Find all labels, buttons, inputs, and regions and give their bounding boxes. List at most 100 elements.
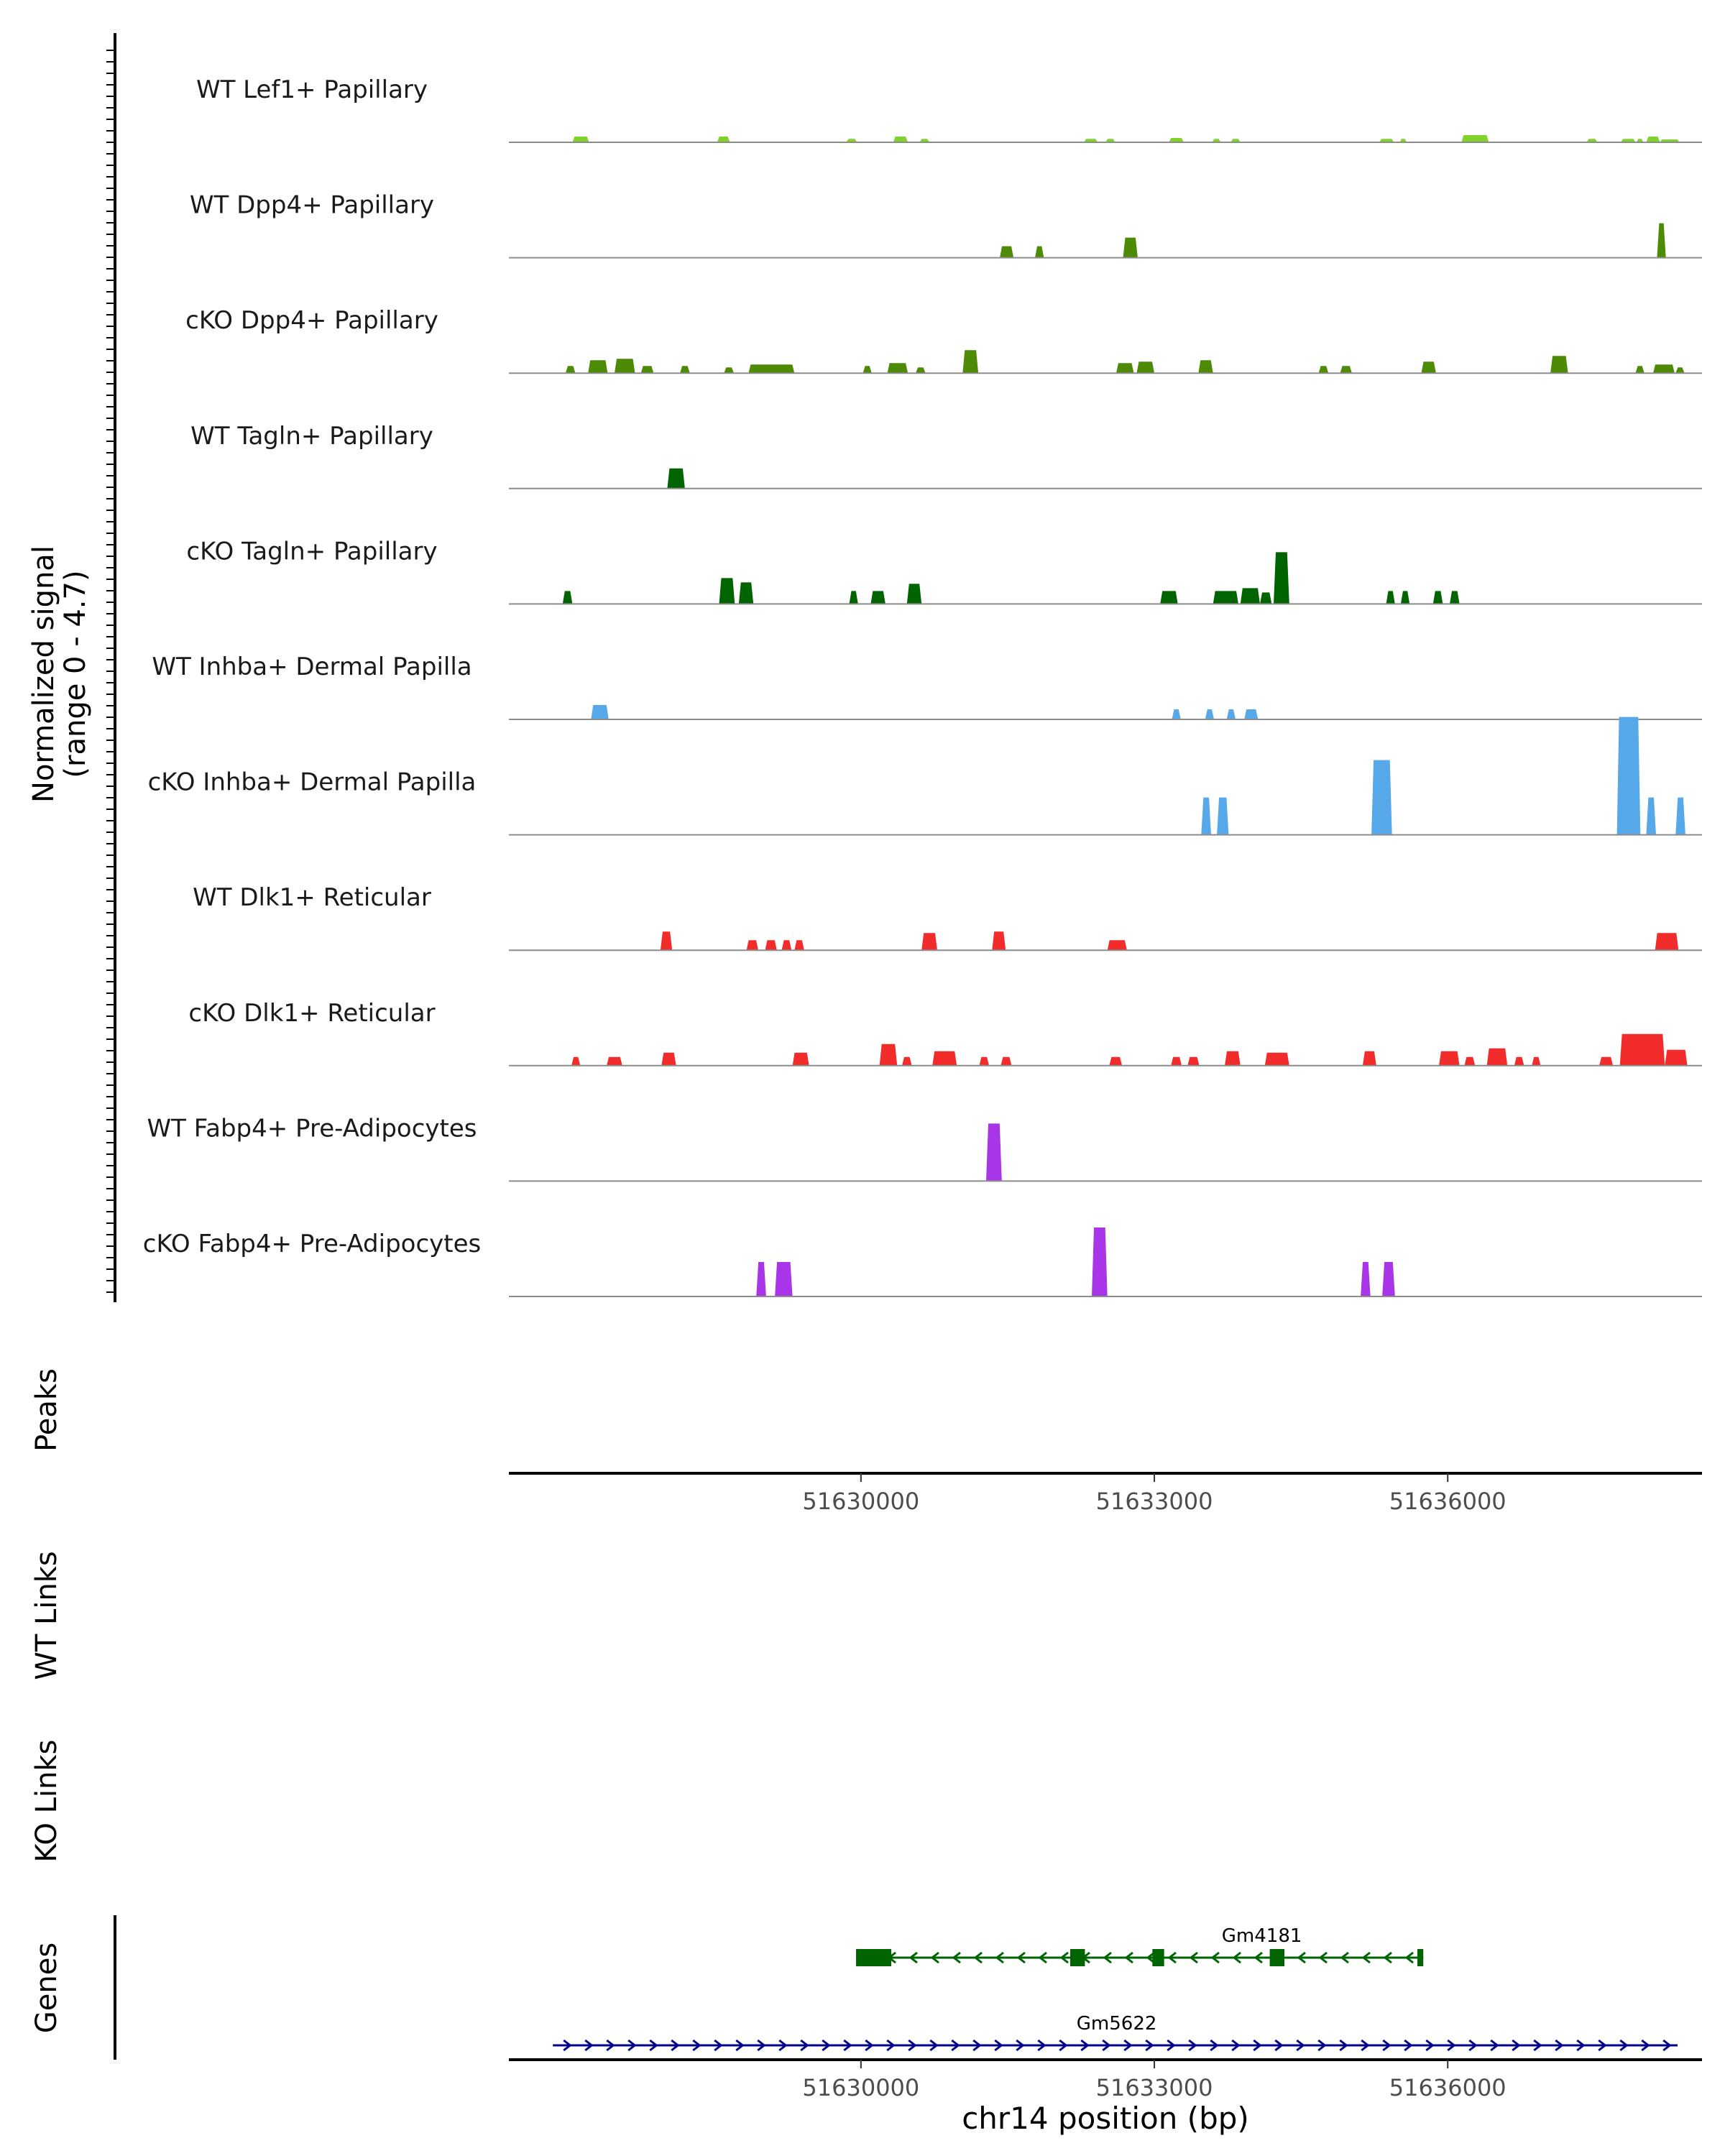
x-tick-label: 51633000 [1096, 1488, 1213, 1515]
signal-peak [870, 591, 886, 604]
strand-arrow [1296, 2039, 1305, 2052]
strand-arrow [1404, 1951, 1414, 1964]
signal-peak [565, 366, 576, 374]
strand-arrow [1361, 2039, 1370, 2052]
signal-peak [1636, 139, 1644, 142]
peaks-label: Peaks [30, 1368, 63, 1452]
strand-arrow [843, 2039, 852, 2052]
signal-peak [1599, 1056, 1614, 1066]
signal-peak [1213, 591, 1238, 604]
signal-peak [1657, 223, 1666, 258]
strand-arrow [994, 2039, 1003, 2052]
gene-exon [856, 1949, 892, 1966]
strand-arrow [908, 1951, 918, 1964]
signal-peak [1198, 360, 1213, 374]
gene-exon [1417, 1949, 1424, 1966]
signal-peak [1109, 1056, 1123, 1066]
signal-peak [846, 139, 857, 142]
track-5: cKO Tagln+ Papillary [186, 537, 1702, 605]
track-label: cKO Dlk1+ Reticular [188, 999, 435, 1028]
gene-label: Gm4181 [1222, 1925, 1302, 1947]
strand-arrow [1167, 2039, 1176, 2052]
signal-peak [919, 139, 930, 142]
peaks-x-axis-ticks: 51630000 51633000 51636000 [802, 1473, 1506, 1515]
strand-arrow [757, 2039, 766, 2052]
track-label: WT Dpp4+ Papillary [190, 191, 434, 220]
gene-label: Gm5622 [1077, 2013, 1157, 2035]
signal-peak [1123, 237, 1138, 258]
track-11: cKO Fabp4+ Pre-Adipocytes [143, 1227, 1702, 1297]
signal-peak [1205, 709, 1214, 719]
signal-peak [1362, 1051, 1376, 1066]
strand-arrow [1490, 2039, 1499, 2052]
signal-peak [1035, 246, 1044, 258]
signal-peak [1619, 1033, 1665, 1066]
signal-peak [986, 1123, 1002, 1181]
signal-peak [1646, 137, 1660, 142]
strand-arrow [1318, 1951, 1328, 1964]
strand-arrow [1080, 2039, 1090, 2052]
strand-arrow [1383, 1951, 1392, 1964]
signal-peak [1586, 139, 1598, 142]
strand-arrow [692, 2039, 702, 2052]
x-tick-label: 51636000 [1389, 1488, 1506, 1515]
track-label: WT Lef1+ Papillary [196, 75, 428, 104]
signal-peak [667, 468, 685, 489]
track-10: WT Fabp4+ Pre-Adipocytes [147, 1114, 1702, 1182]
signal-y-axis-ticks [106, 50, 115, 1293]
strand-arrow [800, 2039, 809, 2052]
track-1: WT Lef1+ Papillary [196, 75, 1702, 143]
y-axis-label: Normalized signal(range 0 - 4.7) [27, 545, 92, 803]
signal-peak [1107, 940, 1127, 951]
strand-arrow [1059, 2039, 1068, 2052]
strand-arrow [1102, 2039, 1111, 2052]
strand-arrow [584, 2039, 594, 2052]
gene-exon [1269, 1949, 1284, 1966]
signal-peak [680, 366, 690, 374]
signal-peak [1675, 797, 1685, 835]
signal-peak [1160, 591, 1178, 604]
signal-peak [1532, 1056, 1541, 1066]
signal-peak [717, 137, 730, 142]
signal-peak [1421, 361, 1436, 374]
strand-arrow [1340, 1951, 1349, 1964]
signal-peak [1217, 797, 1229, 835]
strand-arrow [1232, 1951, 1241, 1964]
strand-arrow [1662, 2039, 1672, 2052]
signal-peak [1550, 356, 1568, 374]
track-label: WT Fabp4+ Pre-Adipocytes [147, 1114, 477, 1143]
signal-peak [1665, 1049, 1688, 1066]
signal-peak [1212, 139, 1221, 142]
signal-peak [916, 367, 926, 374]
strand-arrow [1361, 1951, 1371, 1964]
strand-arrow [995, 1951, 1004, 1964]
strand-arrow [951, 2039, 960, 2052]
gene-annotations: Gm4181 Gm5622 [553, 1925, 1678, 2052]
signal-peak [748, 364, 795, 374]
strand-arrow [822, 2039, 831, 2052]
signal-peak [615, 359, 635, 374]
signal-peak [1653, 364, 1675, 374]
strand-arrow [1274, 2039, 1284, 2052]
signal-peak [1187, 1056, 1200, 1066]
signal-peak [1616, 717, 1641, 835]
signal-peak [1240, 588, 1260, 604]
track-9: cKO Dlk1+ Reticular [188, 999, 1702, 1067]
strand-arrow [886, 2039, 896, 2052]
signal-peak [1371, 760, 1392, 835]
signal-peak [893, 137, 908, 142]
strand-arrow [1016, 1951, 1026, 1964]
signal-peak [572, 137, 589, 142]
signal-peak [746, 940, 758, 951]
strand-arrow [1210, 2039, 1219, 2052]
signal-peak [719, 578, 735, 604]
signal-peak [1230, 139, 1241, 142]
strand-arrow [627, 2039, 637, 2052]
signal-peak [1226, 709, 1236, 719]
gene-gm4181: Gm4181 [856, 1925, 1424, 1966]
signal-peak [992, 931, 1006, 951]
signal-peak [661, 1052, 676, 1066]
signal-peak [1361, 1262, 1371, 1296]
signal-peak [849, 591, 858, 604]
strand-arrow [1038, 1951, 1047, 1964]
